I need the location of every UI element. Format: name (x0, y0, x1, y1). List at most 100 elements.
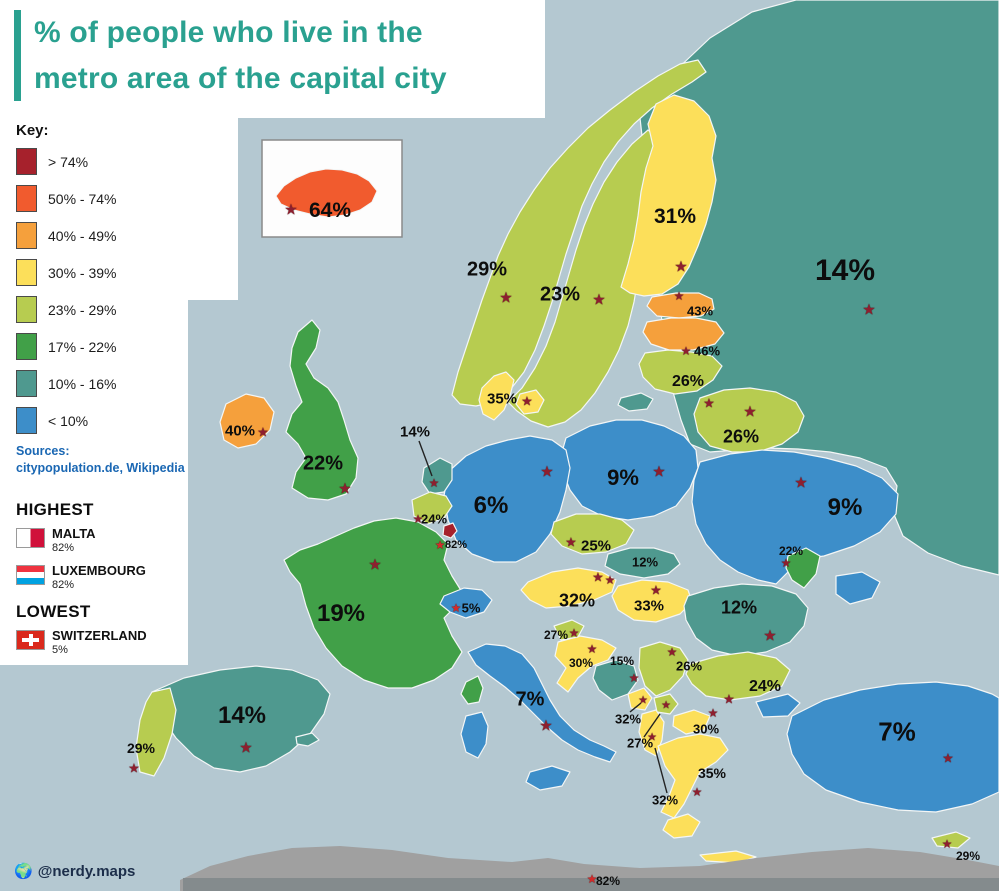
key-label: 50% - 74% (48, 190, 117, 207)
highest-heading: HIGHEST (16, 500, 94, 519)
country-shape-hungary (611, 579, 693, 623)
key-entry: 23% - 29% (16, 296, 116, 323)
key-swatch (16, 370, 37, 397)
country-shape-cyprus (931, 831, 971, 849)
country-shape-belgium (411, 491, 453, 525)
sources-heading: Sources: (16, 444, 70, 458)
key-entry: 17% - 22% (16, 333, 116, 360)
country-shape-germany (443, 435, 571, 563)
key-entry: 50% - 74% (16, 185, 116, 212)
country-shape-finland (620, 94, 717, 297)
country-shape-peloponnese (662, 813, 701, 839)
key-entry: 30% - 39% (16, 259, 116, 286)
key-swatch (16, 296, 37, 323)
country-shape-luxembourg (442, 522, 458, 539)
key-swatch (16, 407, 37, 434)
country-shape-iceland (275, 168, 378, 218)
highest-country-1: MALTA (52, 526, 96, 541)
highest-entry-luxembourg: LUXEMBOURG 82% (16, 562, 147, 593)
title-line-2: metro area of the capital city (34, 61, 447, 95)
lowest-value-1: 5% (52, 644, 68, 657)
country-shape-slovenia (553, 619, 585, 641)
key-label: 23% - 29% (48, 301, 117, 318)
key-swatch (16, 259, 37, 286)
malta-flag-icon (16, 528, 45, 548)
country-shape-corsica (460, 675, 484, 705)
key-list: > 74% 50% - 74% 40% - 49% 30% - 39% 23% - 29… (16, 148, 116, 434)
highest-entry-malta: MALTA 82% (16, 526, 147, 556)
left-panel-background (0, 0, 545, 665)
key-label: > 74% (48, 153, 89, 170)
highest-value-1: 82% (52, 542, 75, 555)
switzerland-flag-icon (16, 630, 45, 651)
key-label: < 10% (48, 412, 89, 429)
title-accent-bar (14, 10, 21, 102)
key-entry: 40% - 49% (16, 222, 116, 249)
country-shape-portugal (135, 687, 177, 777)
country-shape-sicily (525, 765, 571, 791)
key-entry: 10% - 16% (16, 370, 116, 397)
globe-icon: 🌍 (14, 863, 33, 880)
country-shape-kosovo (653, 693, 679, 715)
country-shape-netherlands (421, 457, 453, 495)
country-shape-crimea (835, 571, 881, 605)
country-shape-north-macedonia (672, 709, 711, 735)
bottom-bar (183, 878, 999, 891)
country-shape-denmark (478, 371, 515, 421)
lowest-heading: LOWEST (16, 602, 91, 622)
key-label: 30% - 39% (48, 264, 117, 281)
key-swatch (16, 222, 37, 249)
leader-line-kosovo (643, 713, 661, 738)
country-shape-montenegro (627, 687, 653, 711)
country-shape-slovakia (604, 547, 681, 579)
key-swatch (16, 185, 37, 212)
page-title: % of people who live in the metro area o… (14, 10, 447, 102)
leader-line-montenegro (629, 702, 642, 713)
lowest-entry-switzerland: SWITZERLAND 5% (16, 628, 147, 658)
country-shape-ukraine (691, 449, 899, 585)
country-shape-kaliningrad (617, 392, 654, 412)
country-shape-italy (467, 643, 617, 763)
title-line-1: % of people who live in the (34, 16, 423, 49)
key-entry: < 10% (16, 407, 116, 434)
country-shape-poland (561, 419, 699, 521)
country-shape-switzerland (439, 587, 493, 619)
country-shape-sardinia (460, 711, 489, 759)
highest-value-2: 82% (52, 578, 75, 591)
country-shape-austria (520, 567, 617, 609)
country-shape-serbia (638, 641, 689, 697)
country-shape-czechia (550, 513, 635, 555)
country-shape-greece (657, 733, 729, 819)
country-shape-norway (451, 59, 707, 407)
country-shape-turkey (786, 681, 999, 813)
country-shape-balearics (295, 732, 320, 747)
key-swatch (16, 333, 37, 360)
key-label: 40% - 49% (48, 227, 117, 244)
key-entry: > 74% (16, 148, 116, 175)
leader-line-albania (654, 747, 668, 794)
country-shape-lithuania (638, 349, 723, 395)
country-shape-latvia (642, 317, 725, 351)
country-shape-croatia (554, 635, 617, 693)
country-shape-denmark-island (515, 389, 545, 415)
sources: Sources: citypopulation.de, Wikipedia (16, 443, 185, 477)
country-shape-ireland (219, 393, 275, 449)
attribution-handle: @nerdy.maps (37, 862, 136, 880)
highest-country-2: LUXEMBOURG (52, 562, 146, 578)
country-shape-moldova (785, 547, 821, 589)
key-label: 17% - 22% (48, 338, 117, 355)
key-swatch (16, 148, 37, 175)
country-shape-belarus (693, 387, 805, 453)
country-shape-romania (683, 583, 809, 657)
country-shape-france (283, 517, 463, 689)
lowest-country-1: SWITZERLAND (52, 628, 147, 644)
sources-text: citypopulation.de, Wikipedia (16, 460, 185, 475)
country-shape-uk (285, 319, 359, 501)
legend: Key: > 74% 50% - 74% 40% - 49% 30% - 39% 23%… (16, 122, 116, 444)
country-shape-turkey-europe (755, 693, 801, 718)
country-shape-bulgaria (685, 651, 791, 701)
luxembourg-flag-icon (16, 564, 45, 585)
legend-heading: Key: (16, 122, 49, 139)
